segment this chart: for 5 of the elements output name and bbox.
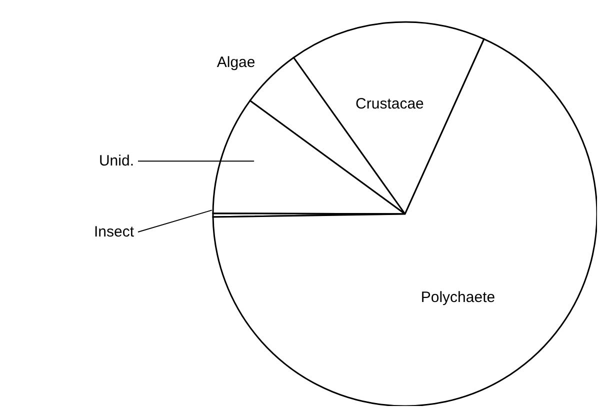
slice-label: Insect (94, 223, 135, 240)
slice-label: Algae (216, 54, 256, 71)
slice-label: Crustacae (356, 95, 424, 112)
slice-label: Unid. (98, 152, 134, 170)
slice-label: Polychaete (420, 288, 496, 306)
